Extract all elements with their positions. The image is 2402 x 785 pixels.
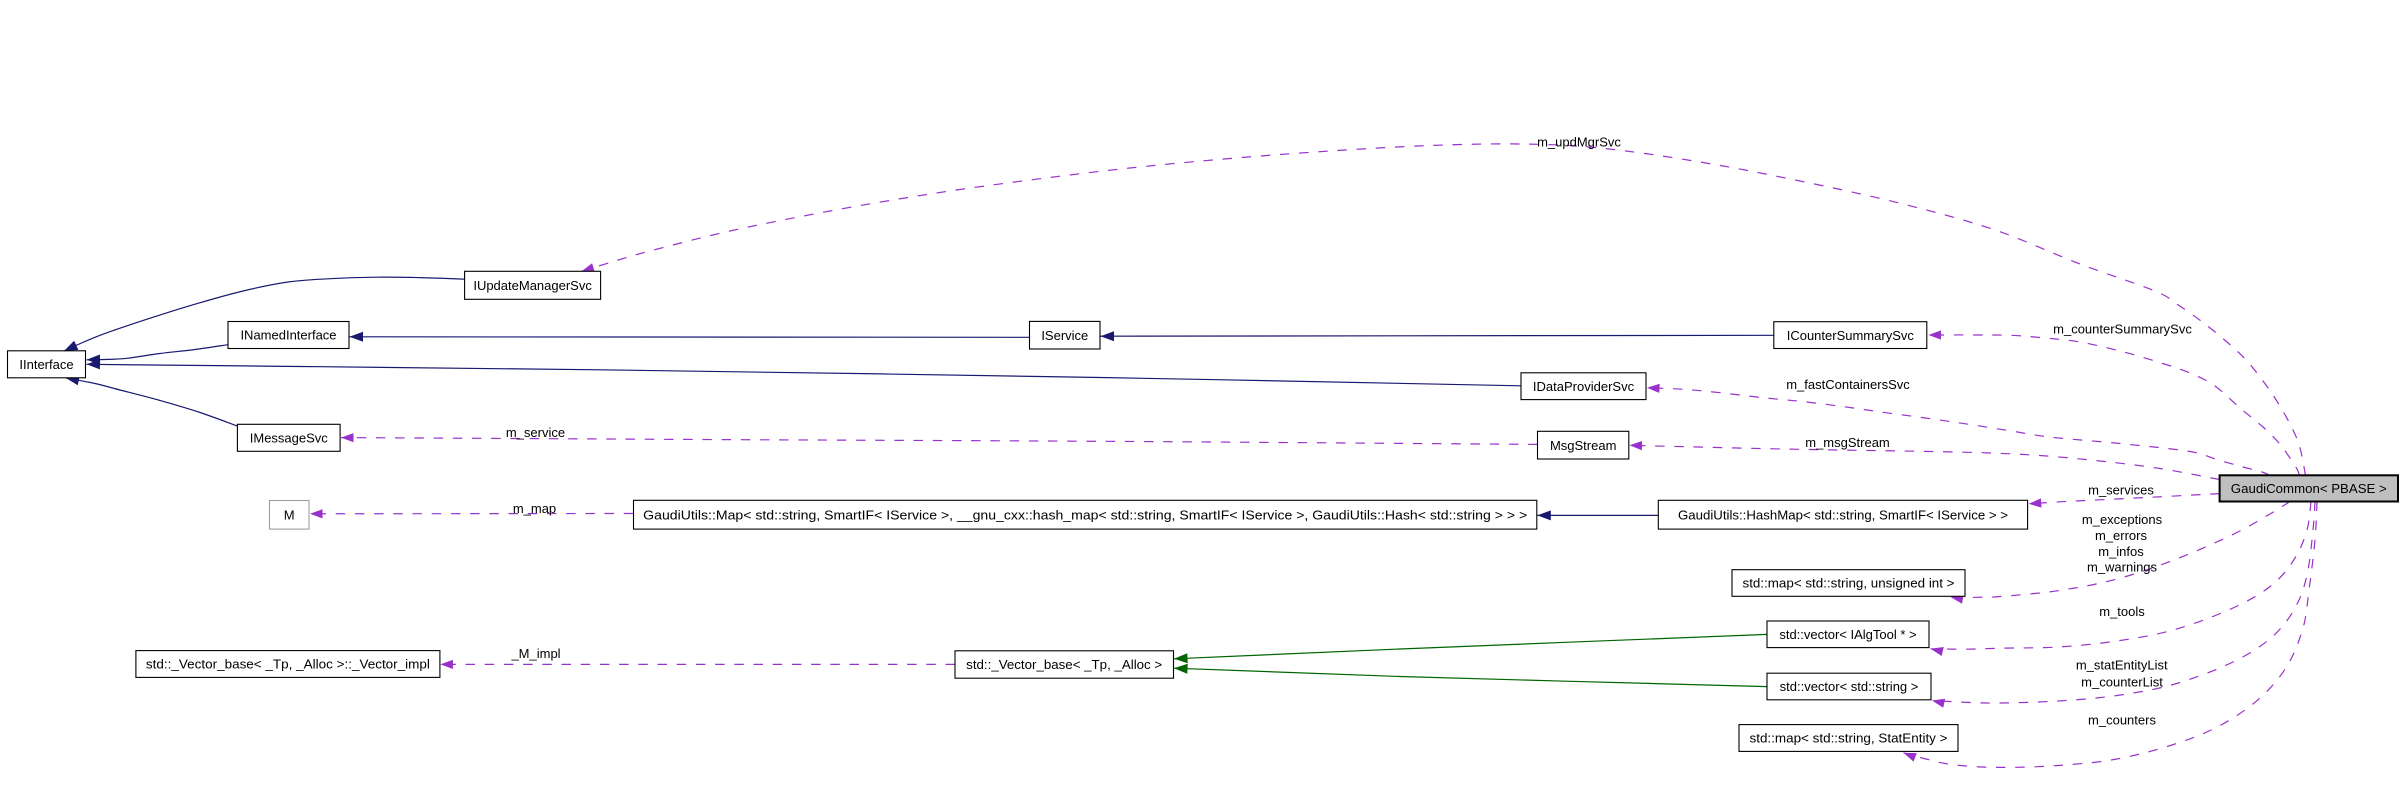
svg-text:m_map: m_map <box>513 501 556 516</box>
svg-text:GaudiUtils::HashMap< std::stri: GaudiUtils::HashMap< std::string, SmartI… <box>1678 507 2008 522</box>
svg-text:m_updMgrSvc: m_updMgrSvc <box>1537 135 1621 150</box>
svg-text:std::_Vector_base< _Tp, _Alloc: std::_Vector_base< _Tp, _Alloc > <box>966 657 1162 672</box>
svg-text:m_statEntityList: m_statEntityList <box>2076 658 2168 673</box>
svg-text:IUpdateManagerSvc: IUpdateManagerSvc <box>473 278 592 293</box>
svg-text:IDataProviderSvc: IDataProviderSvc <box>1533 379 1635 394</box>
svg-text:m_errors: m_errors <box>2095 528 2148 543</box>
svg-text:MsgStream: MsgStream <box>1550 438 1616 453</box>
svg-text:m_counters: m_counters <box>2088 713 2156 728</box>
svg-text:_M_impl: _M_impl <box>510 646 560 661</box>
svg-text:std::vector< std::string >: std::vector< std::string > <box>1780 679 1919 694</box>
svg-text:GaudiCommon< PBASE >: GaudiCommon< PBASE > <box>2231 481 2387 496</box>
svg-text:GaudiUtils::Map< std::string,: GaudiUtils::Map< std::string, SmartIF< I… <box>643 507 1527 522</box>
svg-text:m_counterSummarySvc: m_counterSummarySvc <box>2053 322 2192 337</box>
svg-text:std::vector< IAlgTool * >: std::vector< IAlgTool * > <box>1779 627 1916 642</box>
svg-text:m_service: m_service <box>506 425 565 440</box>
svg-text:INamedInterface: INamedInterface <box>240 328 336 343</box>
svg-text:std::map< std::string, unsigne: std::map< std::string, unsigned int > <box>1743 576 1955 591</box>
svg-text:m_infos: m_infos <box>2098 544 2144 559</box>
svg-text:m_warnings: m_warnings <box>2087 560 2158 575</box>
svg-text:m_msgStream: m_msgStream <box>1805 435 1890 450</box>
svg-text:m_counterList: m_counterList <box>2081 675 2163 690</box>
svg-text:m_services: m_services <box>2088 483 2154 498</box>
svg-text:m_fastContainersSvc: m_fastContainersSvc <box>1786 377 1910 392</box>
svg-text:IService: IService <box>1041 328 1088 343</box>
svg-text:M: M <box>284 508 295 523</box>
svg-text:ICounterSummarySvc: ICounterSummarySvc <box>1787 328 1915 343</box>
svg-text:m_tools: m_tools <box>2099 604 2145 619</box>
svg-text:IMessageSvc: IMessageSvc <box>250 431 329 446</box>
svg-text:std::map< std::string, StatEnt: std::map< std::string, StatEntity > <box>1750 731 1948 746</box>
svg-text:m_exceptions: m_exceptions <box>2082 512 2163 527</box>
svg-text:std::_Vector_base< _Tp, _Alloc: std::_Vector_base< _Tp, _Alloc >::_Vecto… <box>146 657 430 672</box>
svg-text:IInterface: IInterface <box>19 357 73 372</box>
